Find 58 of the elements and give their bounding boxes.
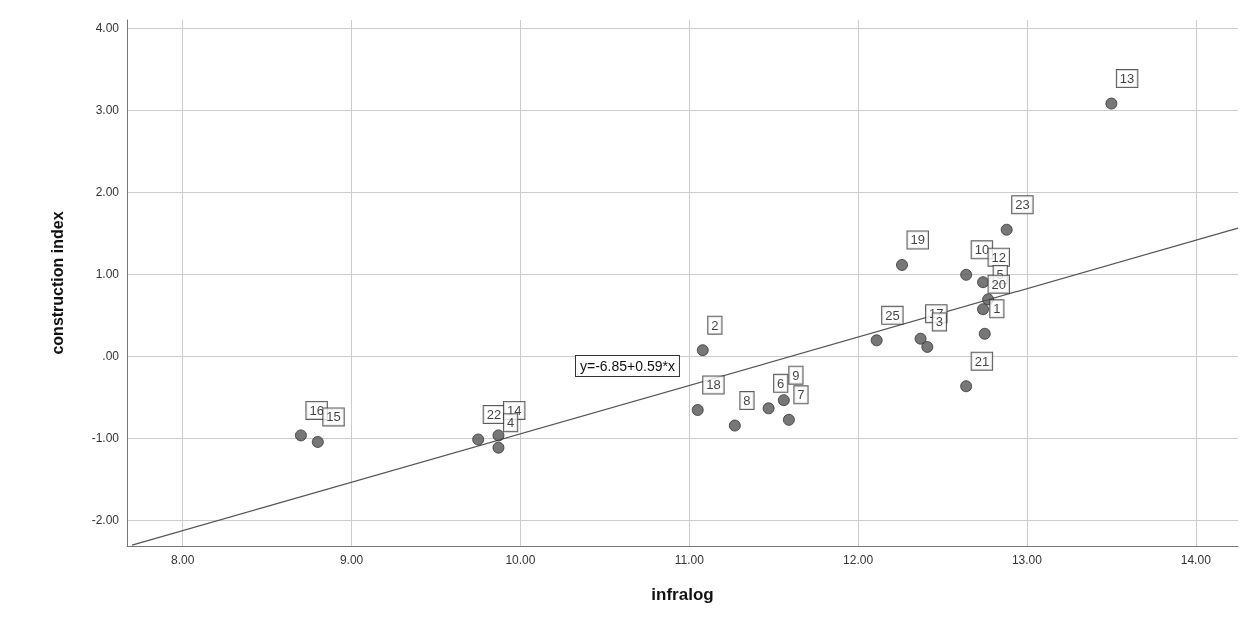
point (777, 394, 790, 407)
annotation: 7 (797, 387, 805, 403)
annotation: 21 (974, 353, 990, 369)
point (492, 429, 505, 442)
point (1000, 223, 1013, 236)
point (977, 276, 990, 289)
annotation: 3 (935, 314, 944, 330)
annotation: 2 (711, 317, 719, 333)
point (728, 419, 741, 432)
y-tick-label: -2.00 (91, 512, 120, 527)
y-tick-label: -1.00 (91, 430, 120, 445)
annotation: 25 (885, 307, 900, 323)
y-tick-label: .00 (102, 348, 120, 363)
y-axis-title: construction index (48, 211, 66, 355)
x-axis-title: infralog (651, 585, 714, 604)
annotation: 6 (777, 375, 785, 391)
x-tick-label: 12.00 (843, 553, 874, 567)
x-tick-label: 8.00 (171, 553, 195, 567)
point (294, 429, 307, 442)
point (978, 327, 991, 340)
point (1105, 97, 1118, 110)
annotation: y=-6.85+0.59*x (580, 358, 675, 374)
annotation: 12 (991, 249, 1007, 265)
annotation: 22 (486, 406, 502, 422)
annotation: 18 (706, 377, 721, 393)
point (960, 268, 973, 281)
y-tick-label: 3.00 (95, 103, 120, 118)
y-tick-label: 1.00 (95, 266, 120, 281)
annotation: 1 (993, 301, 1001, 317)
annotation: 10 (974, 242, 990, 258)
x-tick-label: 10.00 (505, 553, 536, 567)
annotation: 19 (910, 232, 925, 248)
annotation: 9 (792, 367, 800, 383)
x-tick-label: 14.00 (1180, 553, 1212, 567)
annotation: 16 (309, 402, 324, 418)
point (691, 404, 704, 416)
annotation: 23 (1015, 197, 1030, 213)
y-tick-label: 4.00 (95, 21, 120, 36)
x-tick-label: 9.00 (339, 553, 364, 567)
point (472, 433, 485, 446)
point (870, 334, 883, 347)
x-tick-label: 13.00 (1011, 553, 1043, 567)
point (921, 340, 934, 353)
point (914, 332, 927, 345)
x-tick-label: 11.00 (674, 553, 705, 567)
annotation: 8 (743, 393, 751, 409)
point (311, 435, 324, 448)
annotation: 13 (1119, 71, 1135, 87)
point (896, 258, 908, 271)
point (696, 344, 709, 357)
point (960, 380, 973, 393)
y-tick-label: 2.00 (95, 185, 120, 200)
point (762, 402, 775, 415)
point (977, 303, 990, 316)
point (492, 441, 505, 454)
annotation: 15 (326, 409, 341, 425)
point (782, 413, 795, 426)
annotation: 4 (506, 415, 515, 431)
